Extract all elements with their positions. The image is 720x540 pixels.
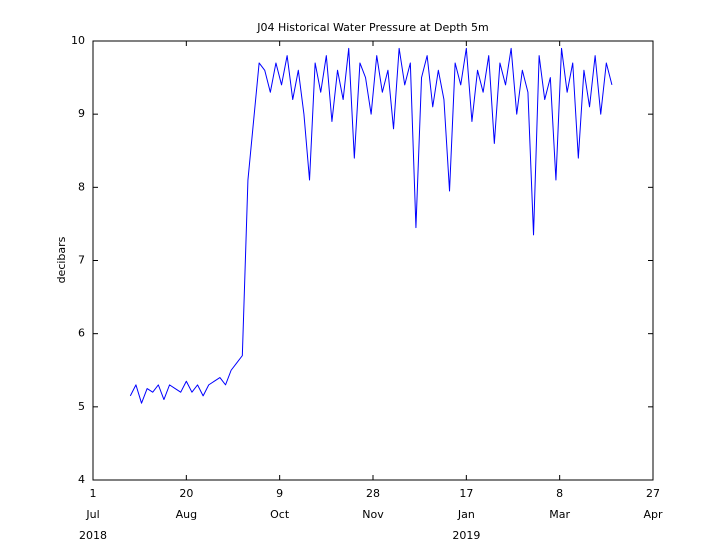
chart-title: J04 Historical Water Pressure at Depth 5… [256, 21, 489, 34]
y-tick-label: 10 [71, 34, 85, 47]
y-tick-label: 6 [78, 327, 85, 340]
x-tick-label: 20 [179, 487, 193, 500]
data-line [129, 47, 613, 404]
x-tick-label: Jan [457, 508, 475, 521]
y-tick-label: 9 [78, 107, 85, 120]
x-tick-label: Oct [270, 508, 290, 521]
x-tick-label: 28 [366, 487, 380, 500]
x-tick-label: 9 [276, 487, 283, 500]
x-tick-label: Jul [85, 508, 99, 521]
x-tick-label: 8 [556, 487, 563, 500]
y-tick-label: 8 [78, 180, 85, 193]
y-tick-label: 4 [78, 473, 85, 486]
x-tick-label: Mar [549, 508, 570, 521]
y-axis-label: decibars [55, 236, 68, 283]
x-tick-label: 2019 [452, 529, 480, 540]
y-tick-label: 7 [78, 254, 85, 267]
plot-box [92, 40, 654, 481]
x-tick-label: 2018 [79, 529, 107, 540]
x-tick-label: 17 [459, 487, 473, 500]
x-tick-label: 1 [90, 487, 97, 500]
x-tick-label: 27 [646, 487, 660, 500]
x-tick-label: Aug [176, 508, 197, 521]
y-tick-label: 5 [78, 400, 85, 413]
x-tick-label: Nov [362, 508, 384, 521]
x-tick-label: Apr [643, 508, 663, 521]
